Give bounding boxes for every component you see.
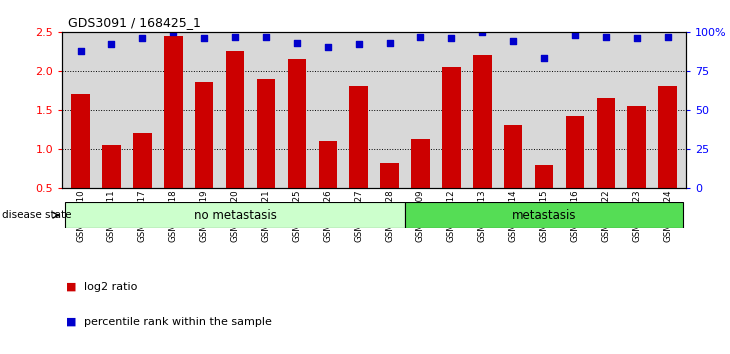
Text: no metastasis: no metastasis: [193, 209, 277, 222]
Bar: [411, 138, 430, 188]
Bar: [102, 145, 120, 188]
Bar: [405, 202, 683, 228]
Point: [353, 41, 364, 47]
Text: ■: ■: [66, 317, 76, 327]
Bar: [133, 133, 152, 188]
Bar: [257, 79, 275, 188]
Point: [229, 34, 241, 39]
Bar: [473, 55, 491, 188]
Point: [538, 56, 550, 61]
Point: [445, 35, 457, 41]
Bar: [566, 116, 584, 188]
Point: [507, 38, 519, 44]
Bar: [65, 202, 405, 228]
Point: [322, 45, 334, 50]
Point: [199, 35, 210, 41]
Bar: [226, 51, 245, 188]
Text: ■: ■: [66, 282, 76, 292]
Bar: [628, 106, 646, 188]
Point: [167, 29, 179, 35]
Point: [137, 35, 148, 41]
Point: [631, 35, 642, 41]
Text: disease state: disease state: [2, 210, 72, 220]
Text: log2 ratio: log2 ratio: [84, 282, 137, 292]
Bar: [596, 98, 615, 188]
Point: [384, 40, 396, 46]
Text: percentile rank within the sample: percentile rank within the sample: [84, 317, 272, 327]
Bar: [288, 59, 306, 188]
Point: [74, 48, 86, 53]
Text: GDS3091 / 168425_1: GDS3091 / 168425_1: [69, 16, 201, 29]
Bar: [535, 165, 553, 188]
Bar: [504, 125, 523, 188]
Bar: [658, 86, 677, 188]
Point: [260, 34, 272, 39]
Bar: [195, 82, 213, 188]
Point: [600, 34, 612, 39]
Bar: [318, 141, 337, 188]
Bar: [72, 94, 90, 188]
Point: [106, 41, 118, 47]
Point: [477, 29, 488, 35]
Bar: [442, 67, 461, 188]
Point: [569, 32, 581, 38]
Bar: [380, 163, 399, 188]
Point: [415, 34, 426, 39]
Point: [662, 34, 674, 39]
Point: [291, 40, 303, 46]
Bar: [164, 36, 182, 188]
Bar: [350, 86, 368, 188]
Text: metastasis: metastasis: [512, 209, 576, 222]
